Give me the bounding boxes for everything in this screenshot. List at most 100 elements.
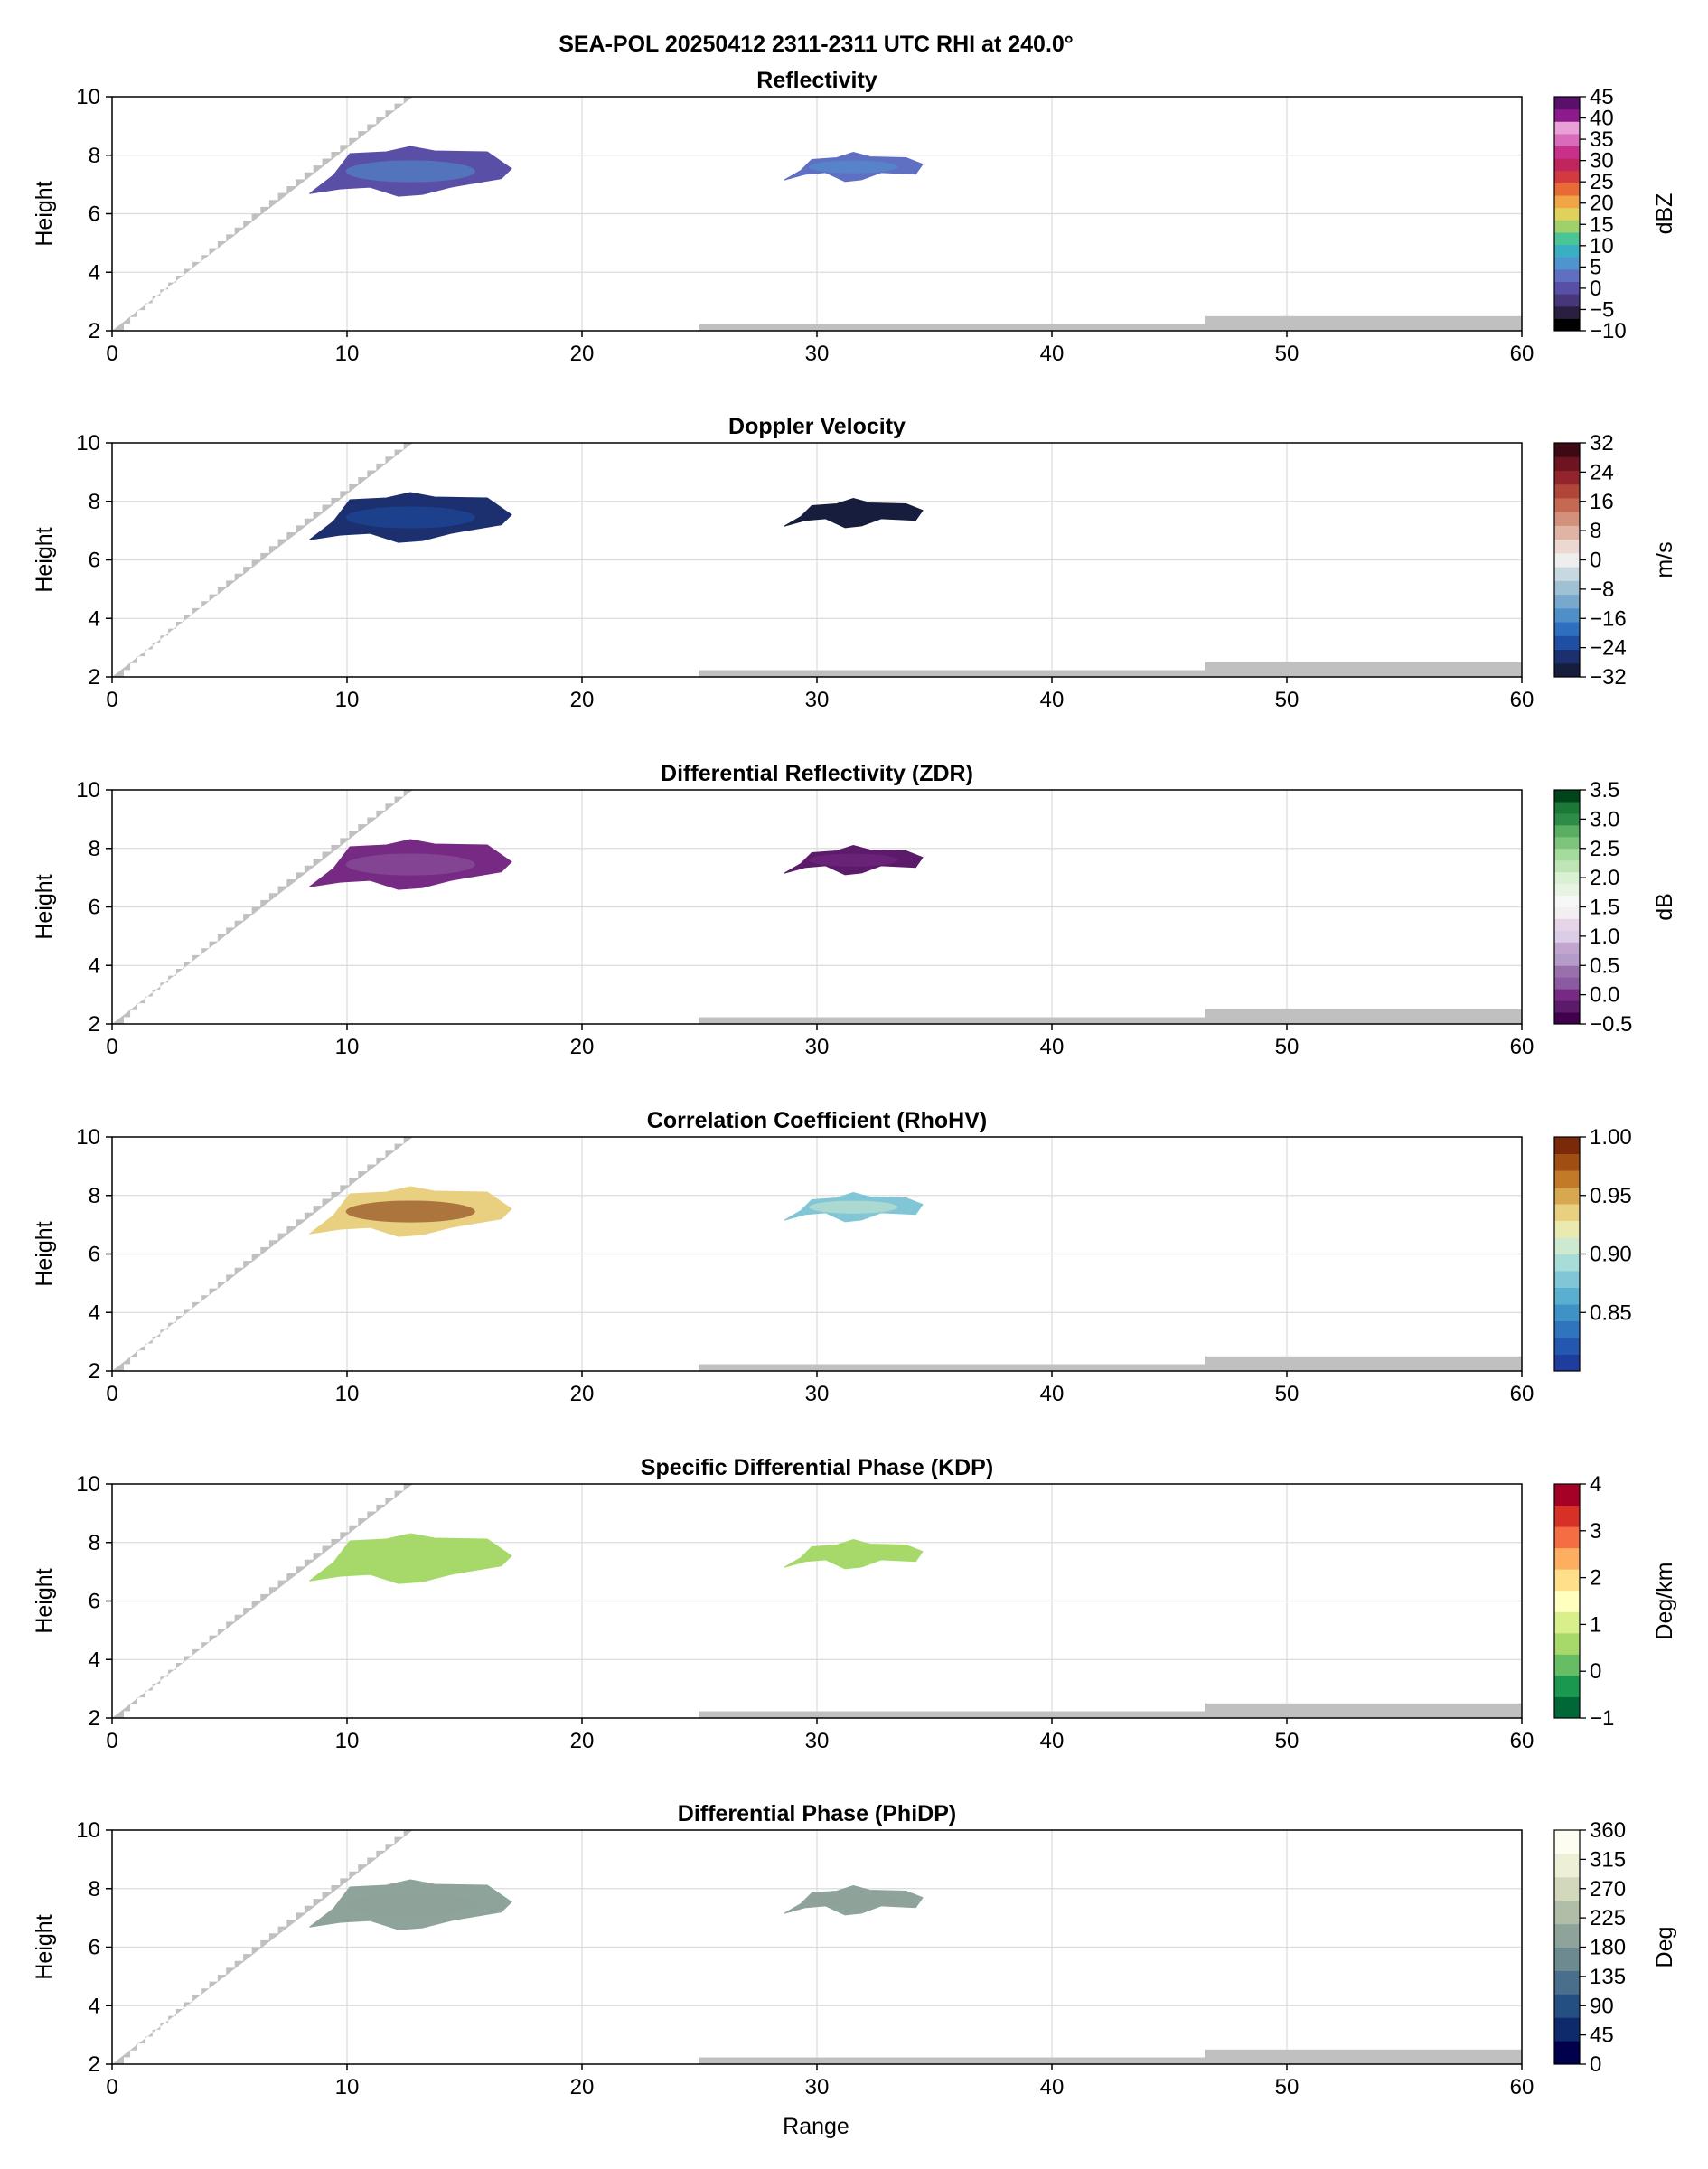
colorbar-swatch <box>1554 443 1580 457</box>
echo-variation <box>809 506 898 520</box>
colorbar-swatch <box>1554 1994 1580 2018</box>
x-tick-label: 30 <box>805 1035 830 1059</box>
echo-variation <box>809 853 898 867</box>
colorbar-frame <box>1553 96 1581 332</box>
x-tick-label: 40 <box>1040 1729 1065 1753</box>
x-tick-label: 50 <box>1275 688 1300 712</box>
colorbar-tick-label: 90 <box>1590 1994 1614 2018</box>
y-tick-label: 6 <box>89 1243 100 1267</box>
colorbar-tick-label: 180 <box>1590 1936 1626 1960</box>
y-tick-label: 2 <box>89 665 100 690</box>
colorbar-tick-label: 0 <box>1590 549 1601 573</box>
colorbar-swatch <box>1554 2017 1580 2042</box>
x-tick-label: 20 <box>570 1729 595 1753</box>
ground-clutter-strip <box>1205 662 1522 677</box>
colorbar-swatch <box>1554 539 1580 554</box>
y-axis-label: Height <box>32 181 57 246</box>
colorbar-swatch <box>1554 1204 1580 1221</box>
colorbar-swatch <box>1554 824 1580 838</box>
y-tick-label: 4 <box>89 260 100 285</box>
colorbar-tick-label: 2 <box>1590 1566 1601 1591</box>
ground-clutter-strip <box>1205 1356 1522 1371</box>
colorbar-swatch <box>1554 965 1580 978</box>
colorbar-tick-label: 15 <box>1590 212 1614 237</box>
y-tick-label: 8 <box>89 144 100 168</box>
colorbar-tick-label: 2.0 <box>1590 866 1619 890</box>
y-tick-label: 6 <box>89 1590 100 1614</box>
x-tick-label: 0 <box>106 688 117 712</box>
colorbar-swatch <box>1554 1632 1580 1655</box>
colorbar-tick-label: −5 <box>1590 297 1614 322</box>
colorbar-swatch <box>1554 170 1580 183</box>
y-tick-label: 6 <box>89 549 100 573</box>
y-tick-label: 4 <box>89 953 100 978</box>
colorbar-swatch <box>1554 552 1580 568</box>
colorbar-swatch <box>1554 1947 1580 1971</box>
colorbar-swatch <box>1554 1271 1580 1288</box>
colorbar-swatch <box>1554 525 1580 540</box>
echo-variation <box>809 160 898 174</box>
echo-variation <box>345 506 475 529</box>
y-axis-label: Height <box>32 527 57 592</box>
x-tick-label: 60 <box>1510 342 1534 366</box>
colorbar-tick-label: −24 <box>1590 636 1627 661</box>
panel-3: Differential Reflectivity (ZDR)0 10 20 30 40… <box>32 761 1677 1059</box>
colorbar-tick-label: 1 <box>1590 1612 1601 1637</box>
colorbar-swatch <box>1554 1237 1580 1254</box>
x-tick-label: 60 <box>1510 688 1534 712</box>
colorbar-swatch <box>1554 456 1580 471</box>
x-tick-label: 50 <box>1275 1035 1300 1059</box>
colorbar-swatch <box>1554 1304 1580 1321</box>
colorbar-tick-label: 0 <box>1590 2052 1601 2077</box>
ground-clutter-strip <box>699 670 1205 677</box>
colorbar-swatch <box>1554 1153 1580 1171</box>
x-tick-label: 0 <box>106 1035 117 1059</box>
colorbar-swatch <box>1554 108 1580 122</box>
y-tick-label: 6 <box>89 896 100 920</box>
colorbar-tick-label: 0.0 <box>1590 983 1619 1008</box>
y-tick-label: 10 <box>76 431 100 455</box>
panel-title: Doppler Velocity <box>728 414 906 439</box>
ground-clutter-strip <box>1205 315 1522 331</box>
blocked-beam-region <box>112 1484 413 1718</box>
colorbar-tick-label: −8 <box>1590 577 1614 602</box>
x-tick-label: 10 <box>335 2075 360 2099</box>
colorbar-swatch <box>1554 1000 1580 1013</box>
colorbar-swatch <box>1554 859 1580 873</box>
x-tick-label: 40 <box>1040 1035 1065 1059</box>
colorbar-swatch <box>1554 318 1580 332</box>
colorbar-swatch <box>1554 512 1580 526</box>
y-axis-label: Height <box>32 874 57 939</box>
x-tick-label: 60 <box>1510 1729 1534 1753</box>
colorbar-swatch <box>1554 895 1580 907</box>
x-tick-label: 60 <box>1510 1035 1534 1059</box>
x-tick-label: 40 <box>1040 688 1065 712</box>
colorbar-swatch <box>1554 1137 1580 1154</box>
colorbar-swatch <box>1554 1654 1580 1676</box>
panel-title: Differential Reflectivity (ZDR) <box>661 761 973 786</box>
colorbar-swatch <box>1554 930 1580 943</box>
colorbar-swatch <box>1554 989 1580 1001</box>
colorbar-tick-label: 0.85 <box>1590 1300 1632 1325</box>
colorbar-tick-label: 0.95 <box>1590 1184 1632 1208</box>
colorbar-tick-label: 40 <box>1590 107 1614 131</box>
colorbar-tick-label: −0.5 <box>1590 1012 1632 1037</box>
panel-title: Specific Differential Phase (KDP) <box>641 1455 993 1480</box>
panel-title: Reflectivity <box>756 68 877 93</box>
x-tick-label: 50 <box>1275 2075 1300 2099</box>
echo-variation <box>345 1200 475 1223</box>
x-tick-label: 0 <box>106 1729 117 1753</box>
x-tick-label: 50 <box>1275 1382 1300 1406</box>
x-tick-label: 40 <box>1040 342 1065 366</box>
colorbar-swatch <box>1554 1484 1580 1507</box>
colorbar-swatch <box>1554 244 1580 258</box>
colorbar-tick-label: 10 <box>1590 234 1614 258</box>
y-tick-label: 4 <box>89 1994 100 2018</box>
colorbar-swatch <box>1554 942 1580 954</box>
colorbar-tick-label: 3.0 <box>1590 807 1619 831</box>
echo-variation <box>809 1200 898 1214</box>
ground-clutter-strip <box>1205 1703 1522 1718</box>
colorbar-swatch <box>1554 1170 1580 1188</box>
